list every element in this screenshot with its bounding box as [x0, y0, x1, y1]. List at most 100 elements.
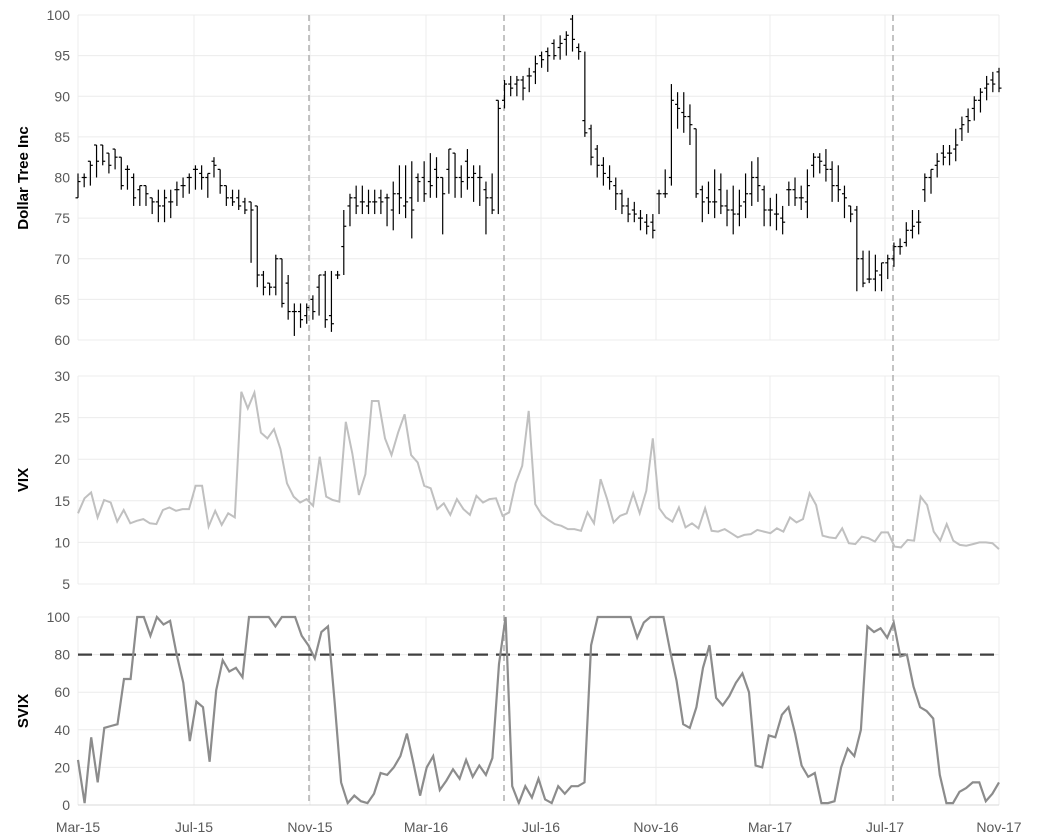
ohlc-bar	[928, 168, 934, 194]
ohlc-bar	[705, 181, 711, 215]
ohlc-bar	[916, 210, 922, 235]
ohlc-bar	[106, 152, 112, 174]
ohlc-bar	[804, 169, 810, 219]
y-tick-label: 0	[62, 797, 70, 813]
y-tick-label: 65	[54, 291, 70, 307]
ohlc-bar	[421, 161, 427, 202]
ohlc-bar	[341, 210, 347, 275]
ohlc-bar	[749, 161, 755, 206]
ohlc-bar	[199, 165, 205, 190]
ohlc-bar	[557, 35, 563, 60]
ohlc-bar	[811, 153, 817, 178]
ohlc-bar	[897, 238, 903, 255]
ohlc-bar	[712, 169, 718, 219]
ohlc-bar	[149, 197, 155, 215]
ohlc-bar	[384, 193, 390, 227]
ohlc-bar	[607, 165, 613, 190]
ohlc-bar	[953, 128, 959, 162]
ohlc-bar	[823, 149, 829, 182]
y-tick-label: 60	[54, 332, 70, 348]
ohlc-bar	[502, 80, 508, 109]
y-tick-label: 15	[54, 493, 70, 509]
ohlc-bar	[192, 165, 198, 190]
ohlc-bar	[780, 205, 786, 235]
ohlc-bar	[594, 145, 600, 178]
ohlc-bar	[118, 156, 124, 190]
ohlc-bar	[841, 185, 847, 219]
y-tick-label: 40	[54, 722, 70, 738]
y-tick-label: 100	[47, 7, 71, 23]
ohlc-bar	[403, 165, 409, 219]
price-ohlc-series	[75, 15, 1002, 336]
price-y-axis-label: Dollar Tree Inc	[15, 126, 32, 229]
price-y-axis: 60 65 70 75 80 85 90 95 100	[47, 7, 71, 348]
y-tick-label: 100	[47, 609, 71, 625]
ohlc-bar	[168, 189, 174, 219]
y-tick-label: 25	[54, 410, 70, 426]
ohlc-bar	[279, 258, 285, 308]
y-tick-label: 20	[54, 759, 70, 775]
ohlc-bar	[984, 75, 990, 101]
ohlc-bar	[489, 173, 495, 215]
ohlc-bar	[520, 75, 526, 101]
ohlc-bar	[576, 43, 582, 60]
ohlc-bar	[366, 189, 372, 215]
ohlc-bar	[155, 189, 161, 223]
y-tick-label: 10	[54, 534, 70, 550]
ohlc-bar	[390, 181, 396, 231]
x-tick-label: Mar-15	[56, 819, 101, 835]
ohlc-bar	[681, 92, 687, 133]
ohlc-bar	[94, 144, 100, 178]
ohlc-bar	[75, 173, 81, 199]
y-tick-label: 30	[54, 368, 70, 384]
ohlc-bar	[359, 185, 365, 215]
ohlc-bar	[730, 185, 736, 235]
ohlc-bar	[316, 274, 322, 316]
y-tick-label: 80	[54, 170, 70, 186]
ohlc-bar	[532, 55, 538, 85]
y-tick-label: 75	[54, 210, 70, 226]
ohlc-bar	[773, 193, 779, 231]
y-tick-label: 95	[54, 48, 70, 64]
ohlc-bar	[600, 157, 606, 186]
vix-line	[77, 388, 1000, 550]
y-tick-label: 85	[54, 129, 70, 145]
x-tick-label: Nov-17	[976, 819, 1021, 835]
svix-y-axis-label: SVIX	[15, 694, 32, 728]
x-tick-label: Mar-17	[748, 819, 793, 835]
ohlc-bar	[761, 185, 767, 227]
ohlc-bar	[687, 104, 693, 145]
ohlc-bar	[273, 254, 279, 296]
ohlc-bar	[755, 157, 761, 202]
ohlc-bar	[372, 189, 378, 215]
ohlc-bar	[724, 189, 730, 227]
ohlc-bar	[971, 96, 977, 121]
ohlc-bar	[829, 161, 835, 202]
x-tick-label: Mar-16	[404, 819, 449, 835]
ohlc-bar	[675, 92, 681, 129]
ohlc-bar	[903, 222, 909, 247]
ohlc-bar	[990, 71, 996, 93]
ohlc-bar	[526, 67, 532, 93]
ohlc-bar	[254, 205, 260, 288]
ohlc-bar	[718, 173, 724, 215]
ohlc-bar	[798, 185, 804, 210]
ohlc-bar	[539, 51, 545, 68]
x-tick-label: Nov-16	[633, 819, 678, 835]
ohlc-bar	[872, 254, 878, 292]
ohlc-bar	[211, 157, 217, 178]
ohlc-bar	[965, 108, 971, 133]
ohlc-bar	[427, 153, 433, 198]
ohlc-bar	[947, 145, 953, 166]
x-tick-label: Jul-17	[866, 819, 904, 835]
ohlc-bar	[186, 173, 192, 194]
ohlc-bar	[662, 169, 668, 198]
ohlc-bar	[100, 144, 106, 166]
ohlc-bar	[285, 275, 291, 320]
ohlc-bar	[112, 148, 118, 170]
ohlc-bar	[223, 185, 229, 206]
ohlc-bar	[613, 177, 619, 210]
ohlc-bar	[267, 282, 273, 296]
ohlc-bar	[545, 47, 551, 72]
